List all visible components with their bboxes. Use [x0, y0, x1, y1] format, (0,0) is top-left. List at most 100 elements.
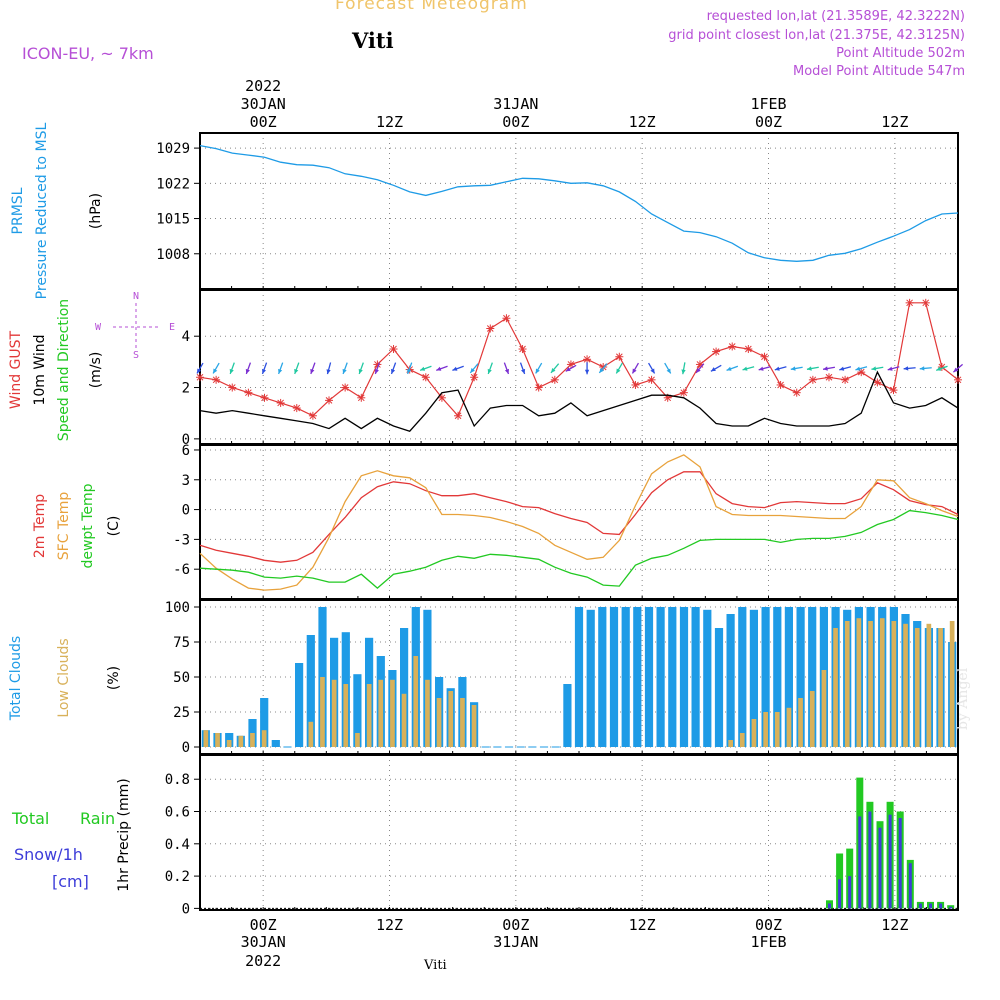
low-clouds-label: Low Clouds	[56, 638, 72, 717]
top-year-label: 2022	[245, 77, 281, 95]
total-cloud-bar	[668, 607, 677, 747]
total-cloud-bar	[808, 607, 817, 747]
snow-bar	[898, 818, 902, 909]
panel-4: 0 0.2 0.4 0.6 0.8	[165, 754, 959, 917]
precip-snow-label: Snow/1h	[14, 845, 83, 864]
wind-gust-marker	[792, 388, 801, 397]
y-tick-label: 0	[182, 503, 190, 519]
y-tick-label: 3	[182, 473, 190, 489]
pressure-label-short: PRMSL	[10, 187, 26, 234]
wind-direction-arrow	[664, 362, 672, 374]
snow-bar	[848, 876, 852, 909]
low-cloud-bar	[401, 693, 407, 747]
wind-gust-marker	[518, 345, 527, 354]
snow-bar	[878, 827, 882, 909]
compass-west: W	[95, 322, 102, 333]
snow-bar	[918, 903, 922, 909]
total-cloud-bar	[598, 607, 607, 747]
wind-direction-arrow	[294, 362, 300, 375]
wind-direction-arrow	[615, 362, 623, 374]
temp-sfc-label: SFC Temp	[56, 492, 72, 561]
y-tick-label: 0.4	[165, 837, 190, 853]
snow-unit-label: [cm]	[52, 872, 89, 891]
low-cloud-bar	[343, 684, 349, 747]
low-cloud-bar	[355, 733, 360, 747]
low-cloud-bar	[378, 679, 384, 747]
wind-gust-marker	[389, 345, 398, 354]
wind-direction-arrow	[871, 366, 884, 371]
wind-gust-marker	[276, 398, 285, 407]
bottom-hour-label: 00Z	[755, 916, 782, 934]
total-cloud-bar	[633, 607, 642, 747]
wind-unit: (m/s)	[88, 352, 104, 389]
wind-gust-marker	[905, 298, 914, 307]
wind-direction-arrow	[648, 362, 656, 374]
wind-direction-arrow	[726, 365, 739, 371]
wind-gust-marker	[744, 345, 753, 354]
low-cloud-bar	[425, 679, 430, 747]
y-tick-label: 4	[182, 329, 190, 345]
wind-gust-marker	[824, 373, 833, 382]
wind-direction-arrow	[758, 366, 771, 371]
wind-direction-arrow	[326, 362, 332, 375]
wind-gust-marker	[679, 388, 688, 397]
wind-direction-arrow	[598, 363, 608, 374]
low-cloud-bar	[728, 740, 733, 747]
wind-direction-arrow	[681, 362, 686, 375]
low-cloud-bar	[903, 623, 908, 747]
wind-gust-marker	[954, 375, 962, 384]
total-cloud-bar	[271, 740, 280, 747]
wind-direction-arrow	[503, 362, 510, 375]
wind-gust-marker	[196, 373, 204, 382]
wind-gust-marker	[341, 383, 350, 392]
wind-gust-marker	[357, 393, 366, 402]
low-cloud-bar	[914, 628, 920, 747]
snow-bar	[828, 903, 831, 909]
compass-north: N	[133, 291, 139, 302]
top-day-label: 1FEB	[750, 95, 786, 113]
low-cloud-bar	[366, 684, 372, 747]
y-tick-label: 0.8	[165, 772, 190, 788]
low-cloud-bar	[774, 712, 780, 747]
wind-direction-arrow	[519, 362, 526, 375]
panel-2: 6 3 0 -3 -6	[173, 443, 959, 600]
total-cloud-bar	[574, 607, 584, 747]
temp-dewpoint-line	[199, 509, 959, 589]
wind-direction-arrow	[487, 362, 493, 375]
bottom-day-label: 30JAN	[241, 933, 286, 951]
snow-bar	[888, 814, 892, 909]
wind-gust-marker	[841, 375, 850, 384]
wind-direction-arrow	[261, 362, 268, 375]
panel-frame	[199, 132, 959, 290]
bottom-day-label: 31JAN	[493, 933, 538, 951]
snow-bar	[908, 863, 912, 909]
snow-bar	[868, 811, 872, 909]
low-cloud-bar	[879, 618, 885, 747]
low-cloud-bar	[926, 623, 932, 747]
wind-gust-marker	[728, 342, 737, 351]
cloud-bars	[201, 607, 957, 748]
low-cloud-bar	[856, 618, 862, 747]
panel-0: 1029 1022 1015 1008	[156, 132, 959, 290]
low-cloud-bar	[436, 698, 442, 747]
wind-direction-arrow	[245, 362, 252, 375]
wind-direction-arrow	[710, 364, 722, 372]
total-cloud-bar	[691, 607, 700, 747]
wind-direction-arrow	[277, 362, 284, 375]
wind-direction-arrow	[342, 362, 348, 375]
precip-total-label: Total	[11, 809, 49, 828]
low-cloud-bar	[739, 733, 745, 747]
wind-direction-arrow	[419, 365, 432, 371]
wind-gust-marker	[325, 396, 334, 405]
total-cloud-bar	[306, 635, 315, 747]
low-cloud-bar	[238, 735, 244, 747]
wind-direction-arrow	[919, 366, 932, 371]
low-cloud-bar	[809, 691, 815, 747]
pressure-series	[199, 144, 959, 262]
total-cloud-bar	[761, 607, 770, 747]
author-watermark: by Angel	[955, 667, 971, 730]
model-label: ICON-EU, ~ 7km	[22, 44, 154, 63]
wind-direction-arrow	[196, 362, 204, 374]
wind-gust-marker	[615, 352, 624, 361]
